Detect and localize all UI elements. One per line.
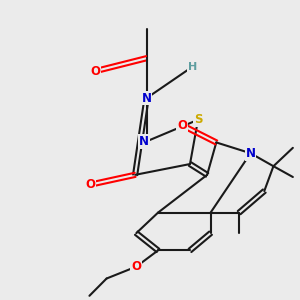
Text: O: O: [90, 65, 100, 78]
Text: O: O: [131, 260, 141, 273]
Text: S: S: [194, 113, 202, 126]
Text: N: N: [139, 135, 149, 148]
Text: O: O: [85, 178, 96, 191]
Text: N: N: [246, 147, 256, 160]
Text: O: O: [177, 119, 187, 132]
Text: H: H: [188, 62, 197, 72]
Text: N: N: [142, 92, 152, 105]
